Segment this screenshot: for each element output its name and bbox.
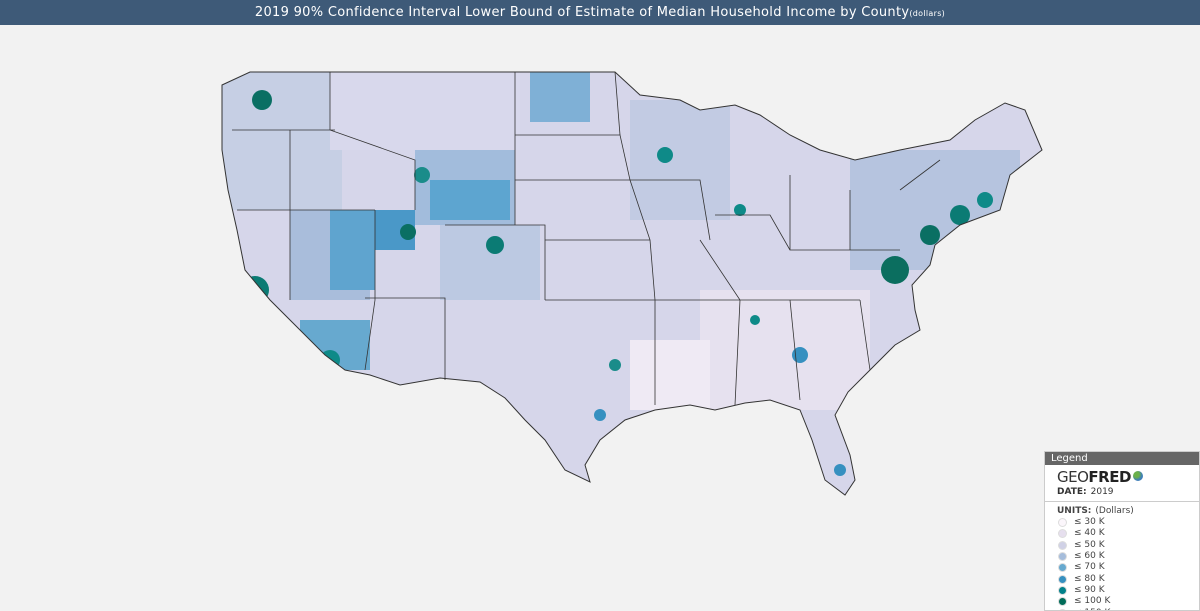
legend-item-label: ≤ 100 K — [1074, 596, 1111, 607]
legend-item: ≤ 70 K — [1045, 562, 1199, 573]
us-county-map[interactable] — [0, 25, 1200, 606]
map-title: 2019 90% Confidence Interval Lower Bound… — [254, 5, 910, 20]
legend-swatch-icon — [1058, 540, 1067, 550]
state-borders — [232, 71, 941, 406]
legend-units: UNITS: (Dollars) — [1045, 502, 1199, 517]
legend-item: ≤ 40 K — [1045, 528, 1199, 539]
legend-item-label: ≤ 40 K — [1074, 528, 1105, 539]
legend-item-label: ≤ 60 K — [1074, 551, 1105, 562]
legend-swatch-icon — [1058, 552, 1067, 562]
globe-icon — [1132, 471, 1143, 481]
legend-swatch-icon — [1058, 574, 1067, 584]
legend-item-label: ≤ 50 K — [1074, 539, 1105, 550]
legend-item-label: ≤ 70 K — [1074, 562, 1105, 573]
legend-panel: Legend GEOFRED DATE: 2019 UNITS: (Dollars)… — [1044, 451, 1200, 611]
legend-heading: Legend — [1045, 452, 1199, 465]
legend-item-label: ≤ 90 K — [1074, 584, 1105, 595]
legend-swatch-icon — [1058, 529, 1067, 539]
units-label: UNITS: — [1057, 506, 1092, 516]
legend-swatch-icon — [1058, 518, 1067, 528]
map-title-bar: 2019 90% Confidence Interval Lower Bound… — [0, 0, 1200, 25]
legend-item: ≤ 30 K — [1045, 517, 1199, 528]
legend-swatch-icon — [1058, 597, 1067, 607]
county-fill-layer — [222, 72, 1042, 495]
legend-item: ≤ 150 K — [1045, 607, 1199, 610]
units-value: (Dollars) — [1095, 506, 1134, 516]
map-units: (dollars) — [909, 9, 946, 18]
legend-item: ≤ 60 K — [1045, 551, 1199, 562]
legend-items: ≤ 30 K ≤ 40 K ≤ 50 K ≤ 60 K ≤ 70 K ≤ 80 K ≤ 90… — [1045, 517, 1199, 610]
logo-geo: GEO — [1057, 468, 1089, 486]
legend-item-label: ≤ 80 K — [1074, 573, 1105, 584]
legend-item: ≤ 80 K — [1045, 573, 1199, 584]
legend-item-label: ≤ 150 K — [1074, 608, 1110, 610]
legend-swatch-icon — [1058, 563, 1067, 573]
legend-item-label: ≤ 30 K — [1074, 517, 1105, 528]
geofred-logo: GEOFRED — [1045, 465, 1199, 486]
logo-fred: FRED — [1088, 468, 1131, 486]
date-value: 2019 — [1090, 487, 1114, 497]
legend-item: ≤ 50 K — [1045, 540, 1199, 551]
legend-swatch-icon — [1058, 585, 1067, 595]
legend-date: DATE: 2019 — [1045, 485, 1199, 502]
date-label: DATE: — [1057, 487, 1087, 497]
legend-item: ≤ 90 K — [1045, 585, 1199, 596]
